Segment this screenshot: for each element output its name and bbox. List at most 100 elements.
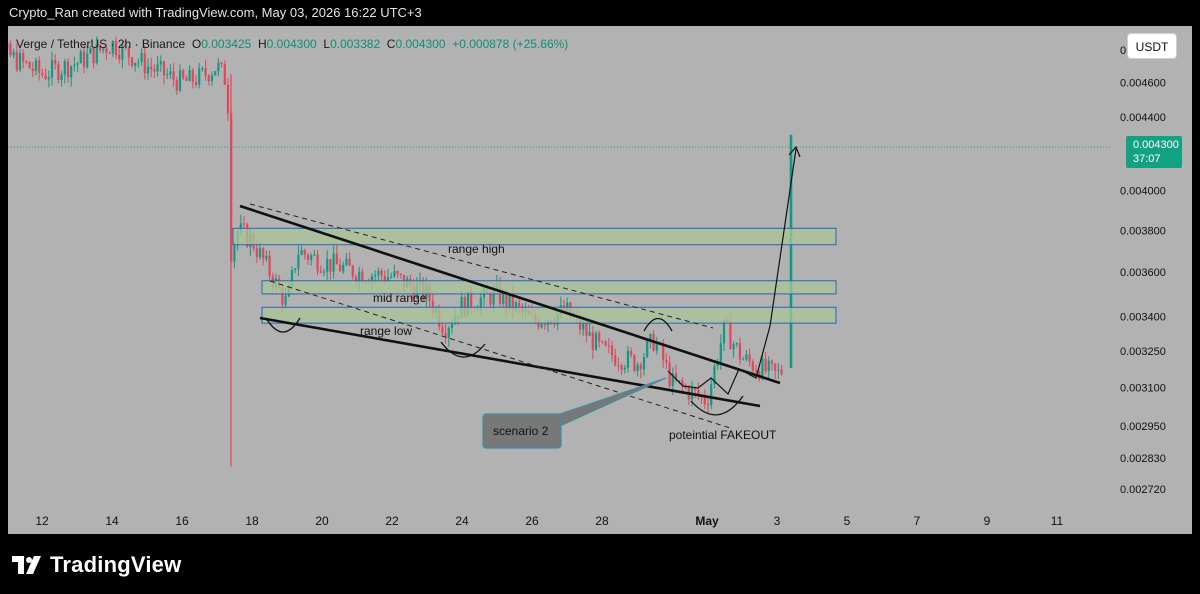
bottom-arc-1 <box>265 317 301 333</box>
candle-body <box>92 47 95 64</box>
candle-body <box>150 66 153 69</box>
candle-body <box>505 291 508 307</box>
zone-box <box>232 227 837 246</box>
chart-area[interactable]: 0.0048000.0046000.0044000.0040000.003800… <box>8 26 1192 534</box>
y-tick-label: 0.004400 <box>1120 112 1166 124</box>
candle-body <box>774 363 777 371</box>
candle-body <box>54 60 57 65</box>
candle-body <box>201 68 204 70</box>
y-tick-label: 0.003100 <box>1120 383 1166 395</box>
candle-body <box>57 64 60 81</box>
price-chart[interactable]: 0.0048000.0046000.0044000.0040000.003800… <box>8 26 1192 534</box>
projection-arrowhead <box>788 145 801 158</box>
candle-body <box>591 332 594 351</box>
x-tick-label: 5 <box>844 514 851 528</box>
y-tick-label: 0.003250 <box>1120 346 1166 358</box>
candle-body <box>220 62 223 65</box>
last-price-value: 0.004300 <box>1133 139 1179 151</box>
candle-body <box>463 297 466 316</box>
candle-body <box>697 389 700 396</box>
symbol-name[interactable]: Verge / TetherUS · 2h · Binance <box>16 37 186 51</box>
candle-body <box>322 271 326 273</box>
candle-body <box>22 53 25 62</box>
candle-body <box>242 223 246 225</box>
attribution-text: Crypto_Ran created with TradingView.com,… <box>9 5 422 20</box>
footer: TradingView <box>0 534 1200 594</box>
attribution-bar: Crypto_Ran created with TradingView.com,… <box>0 0 1200 26</box>
candle-layer <box>8 36 793 467</box>
y-tick-label: 0.002950 <box>1120 421 1166 433</box>
candle-body <box>604 341 607 346</box>
candle-body <box>386 276 390 282</box>
candle-body <box>393 271 396 277</box>
currency-button[interactable]: USDT <box>1127 33 1177 59</box>
candle-body <box>41 72 44 76</box>
y-tick-label: 0.004000 <box>1120 186 1166 198</box>
candle-body <box>156 64 159 72</box>
candle-body <box>598 333 601 342</box>
candle-body <box>767 360 770 372</box>
candle-body <box>89 47 92 54</box>
high-value: 0.004300 <box>266 37 317 51</box>
x-tick-label: 20 <box>315 514 329 528</box>
candle-body <box>630 350 633 356</box>
candle-body <box>553 323 556 325</box>
scenario-2-box[interactable] <box>482 413 562 449</box>
candle-body <box>374 275 377 277</box>
candle-body <box>98 44 102 51</box>
candle-body <box>751 361 754 371</box>
candle-body <box>294 268 297 270</box>
candle-body <box>198 68 201 85</box>
candle-body <box>178 70 182 91</box>
x-tick-label: 18 <box>245 514 259 528</box>
candle-body <box>492 288 495 305</box>
candle-body <box>742 359 745 361</box>
candle-body <box>140 53 143 62</box>
wedge-lower-line <box>259 316 761 408</box>
candle-body <box>764 358 767 372</box>
candle-body <box>284 296 287 305</box>
breakout-candle <box>789 134 793 369</box>
candle-body <box>748 354 751 362</box>
candle-body <box>258 248 262 258</box>
candle-body <box>38 60 41 73</box>
candle-body <box>383 275 386 282</box>
candle-body <box>137 61 140 63</box>
candle-body <box>47 77 50 80</box>
candle-body <box>185 78 188 81</box>
candle-body <box>674 373 678 381</box>
tradingview-brand: TradingView <box>50 552 182 577</box>
candle-body <box>655 343 658 351</box>
candle-body <box>63 61 66 75</box>
candle-body <box>210 75 214 82</box>
candle-body <box>646 340 649 357</box>
candle-body <box>118 55 121 60</box>
candle-body <box>105 48 108 53</box>
bottom-arc-2 <box>440 341 486 358</box>
candle-body <box>15 52 18 70</box>
candle-body <box>706 403 710 406</box>
candle-body <box>390 276 393 278</box>
candle-body <box>665 360 668 363</box>
candle-body <box>540 324 543 328</box>
candle-body <box>694 387 697 390</box>
candle-body <box>79 51 82 64</box>
bar-countdown: 37:07 <box>1133 153 1161 165</box>
candle-body <box>738 343 742 360</box>
candle-body <box>588 332 591 336</box>
candle-body <box>34 60 38 72</box>
candle-body <box>191 69 194 83</box>
candle-body <box>329 259 332 272</box>
candle-body <box>610 345 614 356</box>
zone-box <box>261 280 837 295</box>
tradingview-logo[interactable]: TradingView <box>12 552 181 578</box>
candle-body <box>50 60 54 78</box>
candle-body <box>489 293 492 305</box>
candle-body <box>735 343 738 345</box>
low-value: 0.003382 <box>330 37 381 51</box>
x-tick-label: 24 <box>455 514 469 528</box>
y-tick-label: 0.004600 <box>1120 78 1166 90</box>
candle-body <box>60 74 63 81</box>
candle-body <box>265 255 268 259</box>
high-label: H <box>257 37 267 51</box>
